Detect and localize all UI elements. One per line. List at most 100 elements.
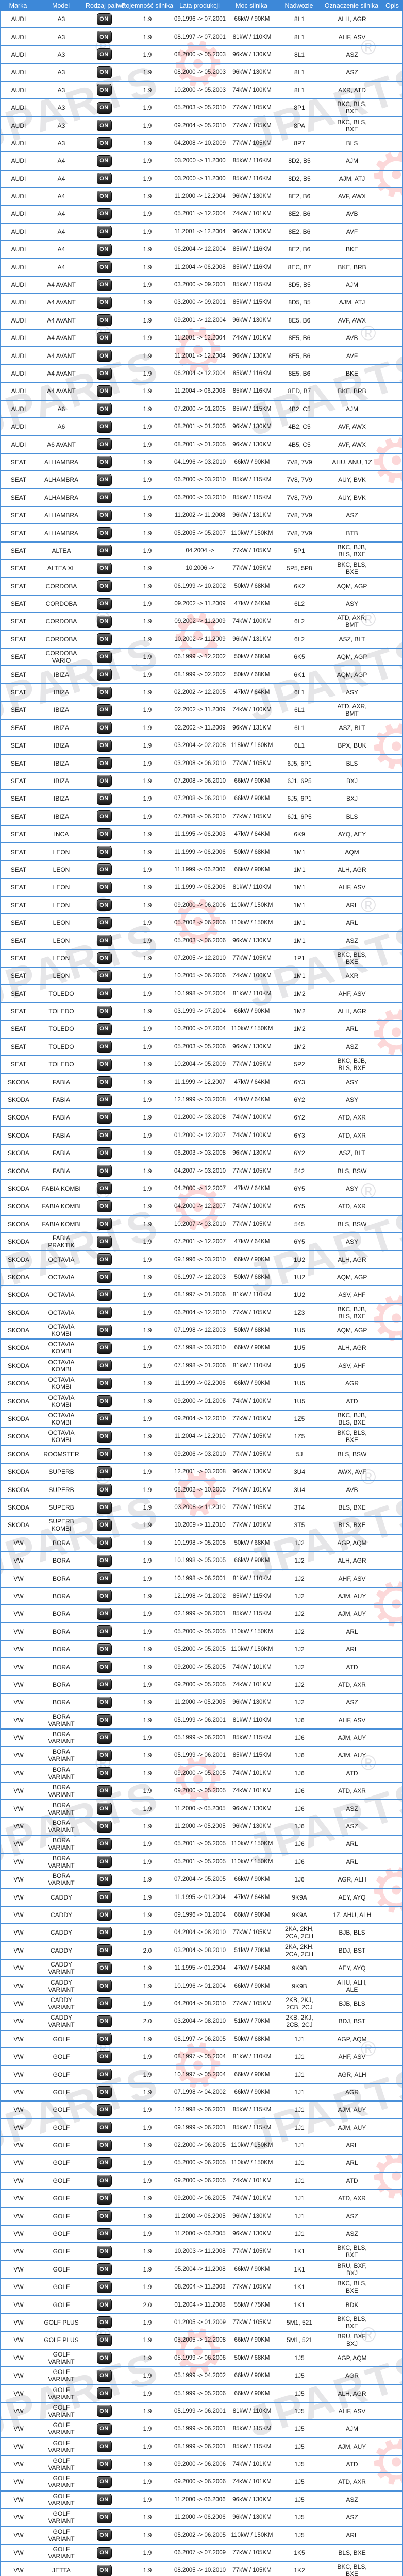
power-cell: 74kW / 100KM — [232, 1114, 272, 1121]
body-code-cell-text: 8L1 — [294, 50, 305, 58]
engine-code-cell-text: BPX, BUK — [338, 742, 366, 750]
engine-capacity-cell: 1.9 — [143, 1096, 152, 1104]
fuel-on-badge: ON — [96, 881, 112, 893]
model-cell: CADDY VARIANT — [37, 1961, 86, 1975]
engine-code-cell-text: BRU, BXF, BXJ — [337, 2333, 367, 2348]
model-cell: CORDOBA — [37, 636, 86, 643]
engine-capacity-cell: 1.9 — [143, 671, 152, 679]
model-cell-text: CORDOBA — [45, 618, 77, 625]
fuel-on-badge: ON — [96, 935, 112, 946]
engine-capacity-cell: 1.9 — [143, 139, 152, 147]
engine-capacity-cell: 1.9 — [143, 1486, 152, 1494]
fuel-on-badge: ON — [96, 686, 112, 699]
power-cell: 77kW / 105KM — [232, 1504, 272, 1511]
body-code-cell-text: 4B5, C5 — [288, 440, 311, 448]
fuel-on-badge: ON — [96, 1307, 112, 1319]
production-years-cell: 06.1999 -> 10.2002 — [174, 583, 226, 589]
table-row: SEAT ALHAMBRA ON 1.9 04.1996 -> 03.2010 66kW … — [0, 453, 403, 472]
brand-cell: SKODA — [7, 1114, 29, 1122]
engine-code-cell: AGR, ALH — [322, 1876, 382, 1883]
fuel-cell: ON — [86, 1094, 122, 1106]
production-years-cell: 08.2004 -> 11.2008 — [174, 2284, 226, 2291]
engine-code-cell: BLS, BSW — [322, 1451, 382, 1458]
fuel-on-badge: ON — [96, 173, 112, 185]
fuel-on-badge: ON — [96, 1200, 112, 1212]
body-code-cell: 1J6 — [277, 1770, 322, 1777]
brand-cell: AUDI — [11, 263, 26, 271]
power-cell: 74kW / 101KM — [232, 335, 272, 342]
engine-capacity-cell: 1.9 — [143, 458, 152, 466]
body-code-cell-text: 1J5 — [294, 2407, 305, 2415]
fuel-cell: ON — [86, 173, 122, 185]
table-row: VW GOLF ON 2.0 01.2004 -> 11.2008 55kW / 75KM… — [0, 2296, 403, 2314]
engine-code-cell-text: BKE, BRB — [338, 263, 366, 271]
model-cell: BORA — [37, 1592, 86, 1600]
model-cell-text: GOLF PLUS — [44, 2336, 79, 2344]
body-code-cell-text: 1Z5 — [294, 1415, 305, 1423]
fuel-on-badge: ON — [96, 2529, 112, 2541]
table-row: SEAT CORDOBA ON 1.9 09.2002 -> 11.2009 47kW /… — [0, 595, 403, 614]
model-cell: BORA VARIANT — [37, 1766, 86, 1781]
fuel-cell: ON — [86, 704, 122, 716]
engine-code-cell: BPX, BUK — [322, 742, 382, 749]
body-code-cell-text: 1J5 — [294, 2478, 305, 2486]
production-years-cell: 06.2000 -> 03.2010 — [174, 494, 226, 501]
model-cell-text: GOLF — [53, 2248, 70, 2256]
body-code-cell-text: 1J1 — [294, 2230, 305, 2238]
engine-capacity-cell: 1.9 — [143, 1504, 152, 1511]
fuel-cell: ON — [86, 1182, 122, 1195]
fuel-on-badge: ON — [96, 1572, 112, 1585]
production-years-cell: 09.2000 -> 01.2006 — [174, 1398, 226, 1404]
brand-cell: VW — [13, 2443, 24, 2450]
model-cell-text: A3 — [57, 69, 65, 76]
model-cell-text: LEON — [53, 972, 70, 980]
model-cell-text: ALTEA — [52, 547, 71, 554]
fuel-on-badge: ON — [96, 775, 112, 787]
power-cell: 77kW / 105KM — [232, 813, 272, 820]
power-cell: 66kW / 90KM — [234, 866, 270, 873]
model-cell: A4 — [37, 193, 86, 200]
brand-cell: AUDI — [11, 370, 26, 377]
fuel-on-badge: ON — [96, 492, 112, 504]
brand-cell: SKODA — [7, 1327, 29, 1334]
body-code-cell-text: 1J5 — [294, 2496, 305, 2503]
fuel-cell: ON — [86, 403, 122, 415]
model-cell-text: GOLF — [53, 2195, 70, 2202]
engine-capacity-cell: 1.9 — [143, 1982, 152, 1990]
power-cell: 50kW / 68KM — [234, 583, 270, 589]
engine-code-cell: ALH, AGR — [322, 2390, 382, 2397]
production-years-cell: 04.1996 -> 03.2010 — [174, 459, 226, 465]
fuel-on-badge: ON — [96, 1856, 112, 1868]
production-years-cell: 09.2000 -> 06.2006 — [174, 2461, 226, 2468]
engine-capacity-cell: 1.9 — [143, 512, 152, 519]
engine-code-cell-text: ATD — [346, 1663, 358, 1671]
brand-cell: VW — [13, 1805, 24, 1812]
fuel-on-badge: ON — [96, 527, 112, 539]
fuel-on-badge: ON — [96, 332, 112, 344]
fuel-cell: ON — [86, 1607, 122, 1620]
table-row: AUDI A3 ON 1.9 08.2000 -> 05.2003 96kW / 130K… — [0, 46, 403, 64]
body-code-cell-text: 6Y5 — [294, 1202, 305, 1210]
brand-cell: SEAT — [10, 901, 27, 909]
model-cell-text: CORDOBA — [45, 582, 77, 590]
fuel-on-badge: ON — [96, 2476, 112, 2488]
brand-cell: VW — [13, 2124, 24, 2131]
model-cell-text: A4 — [57, 263, 65, 271]
model-cell: GOLF PLUS — [37, 2319, 86, 2326]
fuel-cell: ON — [86, 527, 122, 539]
fuel-cell: ON — [86, 420, 122, 433]
production-years-cell: 09.2000 -> 06.2006 — [174, 2479, 226, 2485]
body-code-cell-text: 1J1 — [294, 2035, 305, 2043]
engine-code-cell: ASZ — [322, 1805, 382, 1812]
engine-code-cell: ASY — [322, 600, 382, 607]
production-years-cell: 07.2000 -> 01.2005 — [174, 405, 226, 412]
brand-cell: SKODA — [7, 1184, 29, 1192]
engine-code-cell-text: BLS, BXE — [338, 2549, 366, 2557]
body-code-cell: 7V8, 7V9 — [277, 512, 322, 519]
engine-code-cell-text: AJM — [346, 281, 358, 289]
production-years-cell: 05.1999 -> 06.2001 — [174, 1717, 226, 1723]
fuel-on-badge: ON — [96, 562, 112, 574]
production-years-cell: 11.2004 -> 12.2010 — [174, 1433, 226, 1440]
body-code-cell-text: 8E5, B6 — [288, 334, 311, 342]
body-code-cell-text: 1J5 — [294, 2514, 305, 2521]
